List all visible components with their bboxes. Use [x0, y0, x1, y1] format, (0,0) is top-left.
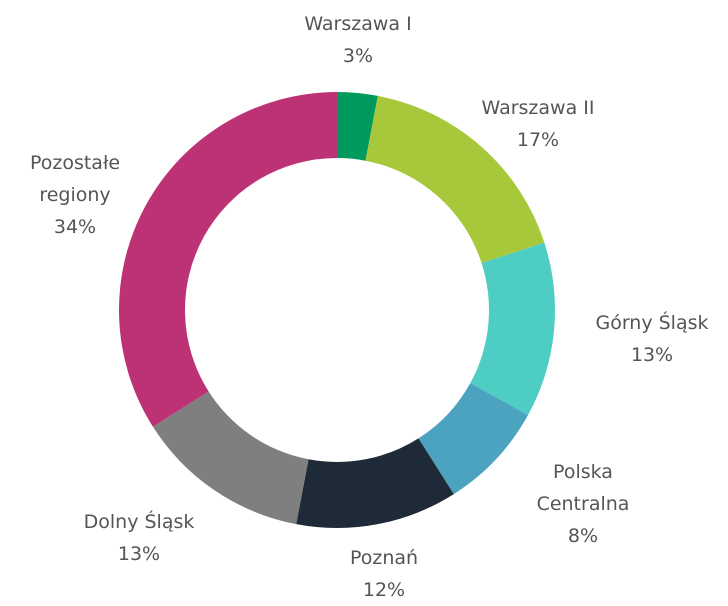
donut-segment [152, 391, 309, 525]
segment-label: Warszawa I 3% [258, 8, 458, 72]
category-name: Dolny Śląsk [83, 511, 195, 533]
value-label: 12% [362, 579, 406, 601]
segment-label: Dolny Śląsk 13% [39, 506, 239, 570]
value-label: 34% [53, 216, 97, 238]
segment-label: Warszawa II 17% [438, 92, 638, 156]
value-label: 17% [516, 129, 560, 151]
value-label: 3% [342, 45, 374, 67]
value-label: 8% [567, 525, 599, 547]
donut-segment [118, 91, 337, 427]
category-name: Pozostałe regiony [29, 152, 121, 206]
category-name: Polska Centralna [536, 461, 630, 515]
segment-label: Poznań 12% [284, 542, 484, 606]
segment-label: Górny Śląsk 13% [552, 307, 728, 371]
segment-label: Pozostałe regiony 34% [15, 147, 135, 243]
value-label: 13% [630, 344, 674, 366]
category-name: Warszawa II [481, 97, 595, 119]
donut-segment [470, 242, 555, 416]
donut-segment [337, 92, 378, 161]
category-name: Poznań [349, 547, 419, 569]
donut-segment [365, 95, 545, 264]
donut-segment [418, 383, 529, 495]
category-name: Górny Śląsk [595, 312, 709, 334]
value-label: 13% [117, 543, 161, 565]
donut-segment [296, 438, 454, 528]
segment-label: Polska Centralna 8% [523, 456, 643, 552]
category-name: Warszawa I [304, 13, 412, 35]
